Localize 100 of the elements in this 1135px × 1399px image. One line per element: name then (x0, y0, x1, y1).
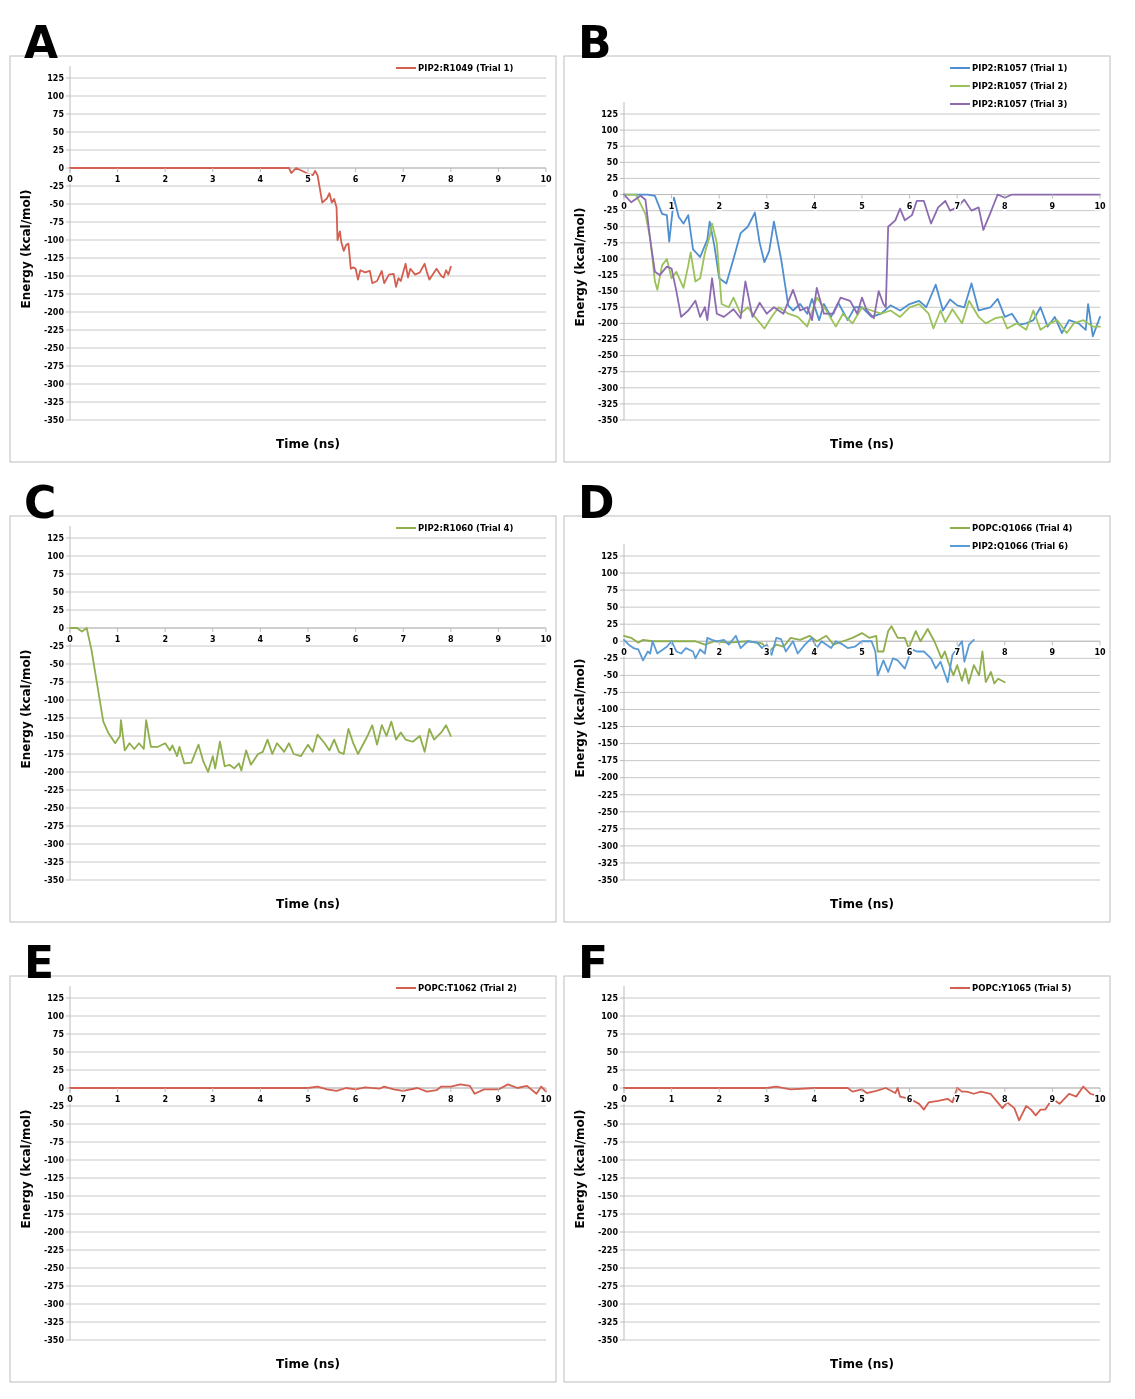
y-tick-label: 75 (52, 109, 65, 119)
x-axis-title: Time (ns) (276, 1357, 340, 1371)
y-tick-label: -300 (597, 383, 619, 393)
legend-label: PIP2:R1057 (Trial 1) (972, 62, 1068, 73)
y-tick-label: -350 (597, 415, 619, 425)
y-tick-label: 125 (47, 533, 65, 543)
chart-title: C (24, 477, 57, 528)
x-tick-label: 0 (621, 648, 628, 658)
x-tick-label: 1 (114, 175, 121, 184)
x-tick-label: 9 (1049, 201, 1056, 211)
legend-label: POPC:Q1066 (Trial 4) (972, 522, 1073, 533)
y-tick-label: -300 (597, 1299, 619, 1309)
x-tick-label: 0 (67, 635, 74, 644)
y-tick-label: -75 (49, 1137, 65, 1147)
y-tick-label: 75 (52, 1029, 65, 1039)
x-tick-label: 6 (352, 1095, 359, 1104)
x-tick-label: 6 (906, 648, 913, 658)
y-tick-label: 50 (606, 1047, 619, 1057)
x-tick-label: 8 (1002, 1095, 1009, 1104)
x-tick-label: 8 (448, 635, 455, 644)
y-tick-label: 75 (606, 585, 619, 595)
y-tick-label: -150 (597, 286, 619, 296)
x-tick-label: 10 (1094, 648, 1106, 658)
y-tick-label: -175 (597, 1209, 619, 1219)
x-tick-label: 7 (954, 648, 960, 658)
y-tick-label: -75 (603, 238, 619, 248)
y-tick-label: 50 (606, 158, 619, 168)
x-tick-label: 5 (305, 1095, 312, 1104)
x-axis-title: Time (ns) (276, 437, 340, 451)
y-tick-label: 0 (612, 1083, 619, 1093)
y-tick-label: -300 (43, 839, 65, 849)
y-tick-label: 25 (606, 174, 619, 184)
y-tick-label: -125 (597, 270, 619, 280)
line-series (69, 167, 452, 288)
y-tick-label: 100 (601, 568, 619, 578)
line-series (69, 627, 452, 773)
line-series (623, 625, 1006, 685)
y-tick-label: -275 (43, 821, 65, 831)
x-axis-title: Time (ns) (830, 1357, 894, 1371)
y-tick-label: -200 (43, 767, 65, 777)
x-tick-label: 10 (1094, 1095, 1106, 1104)
x-tick-label: 5 (859, 648, 866, 658)
y-tick-label: -150 (597, 1191, 619, 1201)
y-tick-label: -250 (597, 1263, 619, 1273)
legend-label: POPC:T1062 (Trial 2) (418, 982, 518, 993)
y-tick-label: -75 (49, 217, 65, 227)
legend-label: PIP2:R1057 (Trial 3) (972, 98, 1068, 109)
y-tick-label: -325 (43, 1317, 65, 1327)
y-tick-label: 125 (601, 551, 619, 561)
y-tick-label: -250 (597, 807, 619, 817)
y-tick-label: 0 (612, 190, 619, 200)
y-tick-label: -225 (43, 1245, 65, 1255)
y-axis-title: Energy (kcal/mol) (19, 649, 33, 769)
y-tick-label: -325 (597, 858, 619, 868)
x-tick-label: 10 (1094, 201, 1106, 211)
y-tick-label: 25 (52, 1065, 65, 1075)
x-tick-label: 8 (1002, 648, 1009, 658)
y-tick-label: 0 (58, 623, 65, 633)
y-tick-label: -225 (597, 1245, 619, 1255)
x-tick-label: 4 (257, 635, 264, 644)
x-tick-label: 1 (114, 1095, 121, 1104)
y-tick-label: -275 (597, 367, 619, 377)
y-tick-label: -200 (597, 773, 619, 783)
x-tick-label: 4 (811, 201, 818, 211)
y-tick-label: -250 (43, 343, 65, 353)
legend-label: PIP2:R1049 (Trial 1) (418, 62, 514, 73)
y-tick-label: -50 (49, 199, 65, 209)
y-tick-label: 75 (606, 1029, 619, 1039)
x-tick-label: 7 (954, 201, 960, 211)
y-tick-label: -200 (43, 1227, 65, 1237)
y-tick-label: -225 (597, 790, 619, 800)
x-tick-label: 3 (210, 1095, 216, 1104)
x-tick-label: 1 (114, 635, 121, 644)
x-tick-label: 5 (305, 175, 312, 184)
y-tick-label: -100 (43, 1155, 65, 1165)
y-tick-label: 75 (52, 569, 65, 579)
x-tick-label: 7 (400, 175, 406, 184)
x-tick-label: 3 (210, 175, 216, 184)
x-axis-title: Time (ns) (830, 437, 894, 451)
y-tick-label: -325 (597, 399, 619, 409)
x-tick-label: 2 (716, 648, 722, 658)
y-tick-label: -100 (597, 254, 619, 264)
x-tick-label: 6 (352, 175, 359, 184)
chart-title: B (578, 17, 612, 68)
x-tick-label: 5 (859, 201, 866, 211)
y-tick-label: -50 (603, 671, 619, 681)
y-tick-label: -100 (597, 705, 619, 715)
y-tick-label: -150 (597, 739, 619, 749)
x-tick-label: 6 (352, 635, 359, 644)
y-tick-label: -175 (597, 303, 619, 313)
y-tick-label: 100 (601, 1011, 619, 1021)
y-axis-title: Energy (kcal/mol) (19, 1109, 33, 1229)
y-tick-label: -25 (603, 654, 619, 664)
x-tick-label: 0 (621, 1095, 628, 1104)
x-tick-label: 1 (668, 201, 675, 211)
line-series (69, 1083, 547, 1095)
y-tick-label: -350 (597, 875, 619, 885)
chart-title: A (24, 17, 59, 68)
y-tick-label: 100 (601, 125, 619, 135)
y-tick-label: 100 (47, 551, 65, 561)
